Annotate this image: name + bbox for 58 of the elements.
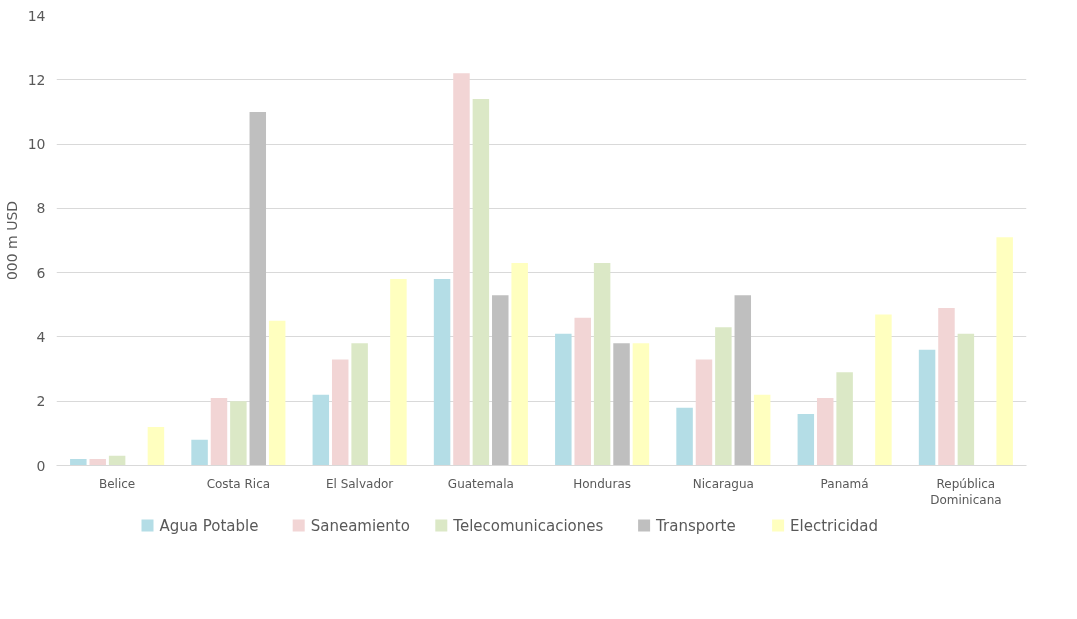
bar (433, 279, 451, 466)
bar (351, 343, 368, 466)
bar (797, 414, 815, 466)
bar (695, 359, 713, 466)
bar (676, 407, 693, 466)
bar (191, 439, 208, 466)
y-tick-label: 8 (36, 200, 46, 217)
bar (875, 314, 892, 466)
legend-label: Telecomunicaciones (452, 516, 604, 535)
y-axis-title: 000 m USD (3, 200, 20, 281)
bar (996, 237, 1013, 466)
bar (574, 317, 591, 466)
x-tick-label: El Salvador (325, 476, 394, 491)
legend-label: Transporte (655, 516, 736, 535)
x-tick-label: República Dominicana (930, 476, 1002, 508)
bar (918, 349, 936, 466)
x-tick-label: Costa Rica (206, 476, 271, 491)
bar (472, 99, 490, 466)
y-tick-label: 0 (36, 457, 46, 474)
legend-label: Agua Potable (159, 516, 259, 535)
bar (249, 111, 267, 466)
bar (816, 398, 834, 466)
x-tick-label: Guatemala (447, 476, 514, 491)
bar (715, 327, 732, 466)
bar (70, 459, 87, 466)
bar (632, 343, 650, 466)
bar (390, 279, 407, 466)
bar (938, 308, 955, 466)
legend-label: Electricidad (790, 516, 879, 535)
bar (268, 320, 286, 466)
y-tick-label: 2 (36, 393, 46, 410)
bar (555, 333, 572, 466)
x-tick-label: Belice (98, 476, 136, 491)
bar (492, 295, 509, 466)
x-tick-label: Panamá (820, 476, 869, 491)
bar (108, 455, 126, 466)
y-tick-label: 14 (27, 7, 46, 24)
x-tick-label: Nicaragua (692, 476, 754, 491)
y-tick-label: 10 (27, 136, 46, 153)
bar (210, 398, 228, 466)
bar (753, 394, 771, 466)
bar (836, 372, 853, 466)
bar (230, 401, 247, 466)
bar (613, 343, 630, 466)
bar (734, 295, 752, 466)
bar (331, 359, 349, 466)
bar (147, 426, 165, 466)
bar (511, 263, 528, 466)
y-tick-label: 4 (36, 328, 46, 345)
bar (89, 459, 106, 466)
bar (312, 394, 330, 466)
legend-label: Saneamiento (310, 516, 410, 535)
y-tick-label: 12 (27, 71, 46, 88)
bar (593, 263, 611, 466)
bar (453, 73, 470, 466)
bar (957, 333, 975, 466)
x-tick-label: Honduras (573, 476, 631, 491)
y-tick-label: 6 (36, 264, 46, 281)
